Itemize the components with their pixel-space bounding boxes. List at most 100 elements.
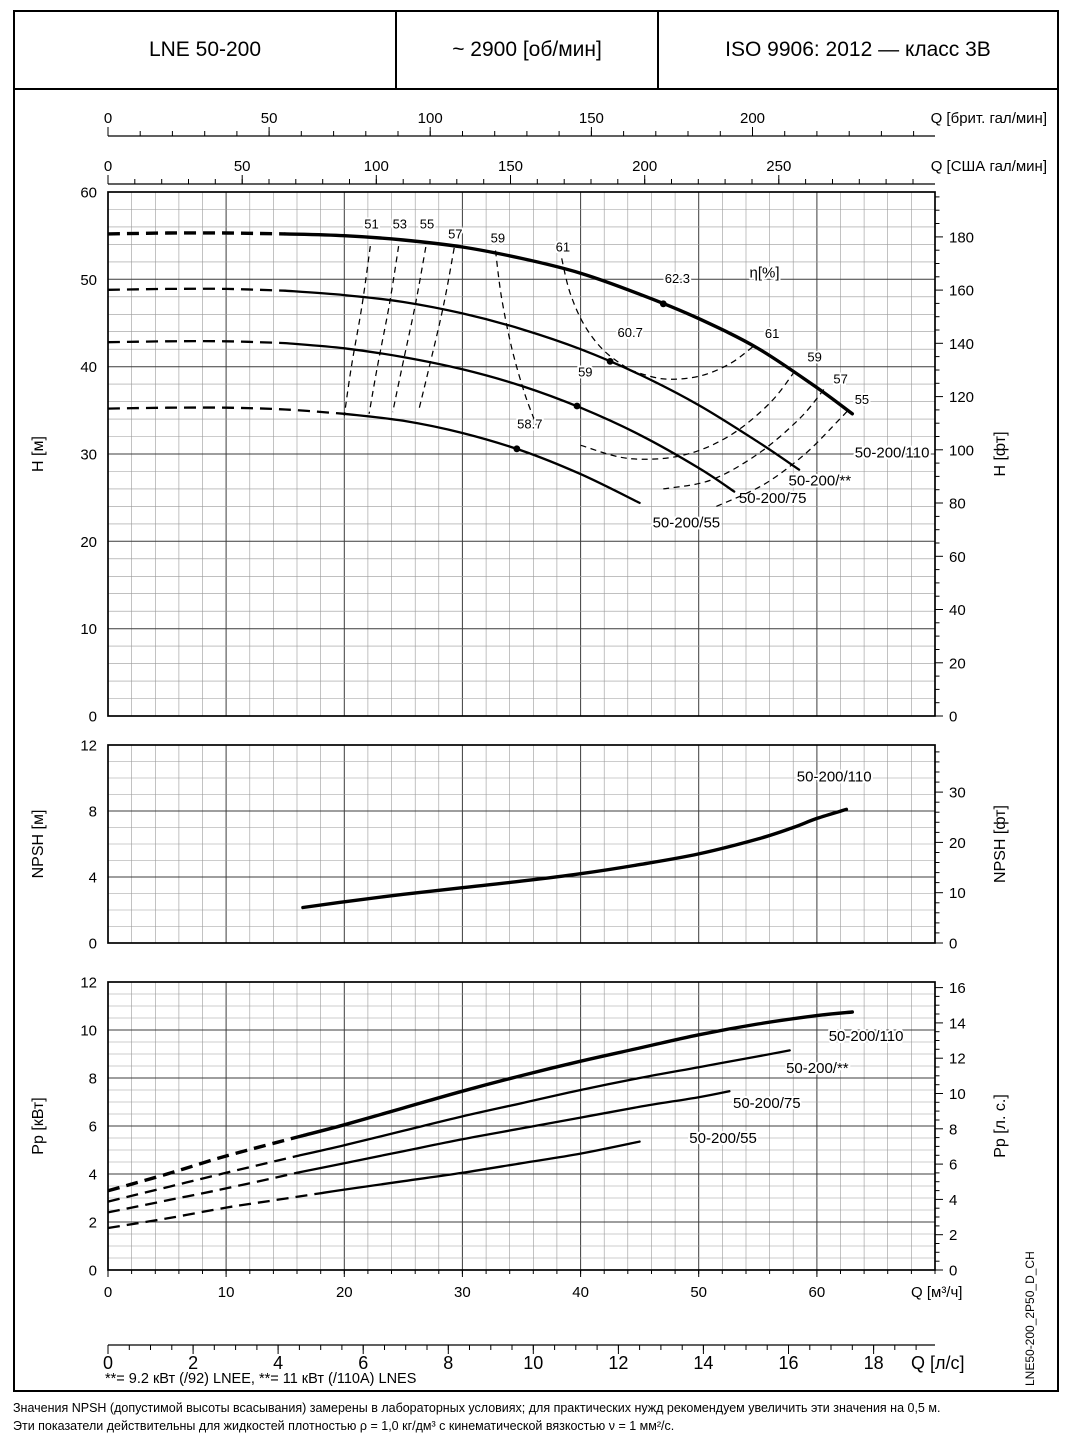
curve-50-200/110-dashed [107, 231, 286, 236]
curve-label: 50-200/** [789, 472, 852, 489]
bottom-tick-label: 6 [358, 1353, 368, 1373]
right-tick-label: 6 [949, 1157, 957, 1174]
curve-50-200/110-dashed [107, 1133, 304, 1193]
left-tick-label: 8 [89, 804, 97, 821]
bottom-tick-label: 10 [523, 1353, 543, 1373]
curve-50-200/110 [301, 807, 849, 910]
right-axis-title: Рр [л. с.] [992, 1094, 1009, 1158]
bep-point [606, 358, 614, 365]
curve-50-200/75-dashed [107, 339, 286, 345]
left-tick-label: 60 [80, 185, 97, 202]
top-tick-label: 0 [104, 110, 112, 127]
top-tick-label: 200 [740, 110, 765, 127]
bep-point [573, 402, 581, 410]
curve-50-200/**-dashed [107, 287, 286, 292]
top-flow-axis-1: 0 50 100 150 200 250 Q [США гал/мин] [104, 158, 1047, 185]
top-tick-label: 50 [234, 158, 251, 175]
right-tick-label: 2 [949, 1227, 957, 1244]
right-tick-label: 140 [949, 336, 974, 353]
curve-50-200/110 [301, 1010, 854, 1138]
right-tick-label: 10 [949, 1086, 966, 1103]
plot-border [107, 191, 936, 717]
bottom-axis-title: Q [л/с] [911, 1353, 965, 1373]
bep-point [513, 445, 521, 453]
left-tick-label: 2 [89, 1215, 97, 1232]
efficiency-value-label: 61 [765, 326, 779, 341]
efficiency-value-label: 57 [833, 371, 847, 386]
efficiency-contour [716, 409, 850, 507]
right-tick-label: 8 [949, 1121, 957, 1138]
top-tick-label: 150 [579, 110, 604, 127]
bottom-tick-label: 30 [454, 1284, 471, 1301]
plot-border [107, 744, 936, 944]
bep-point [659, 300, 667, 308]
test-standard: ISO 9906: 2012 — класс 3В [725, 38, 991, 61]
curve-label: 50-200/75 [733, 1095, 801, 1112]
top-tick-label: 100 [364, 158, 389, 175]
efficiency-value-label: 57 [448, 226, 462, 241]
right-tick-label: 160 [949, 283, 974, 300]
left-tick-label: 0 [89, 709, 97, 726]
bottom-flow-axis-0: 0 10 20 30 40 50 60 Q [м³/ч] [104, 1270, 962, 1301]
bottom-tick-label: 10 [218, 1284, 235, 1301]
efficiency-contour [630, 346, 754, 380]
right-tick-label: 12 [949, 1051, 966, 1068]
left-tick-label: 50 [80, 272, 97, 289]
right-tick-label: 0 [949, 1263, 957, 1280]
left-tick-label: 10 [80, 621, 97, 638]
left-tick-label: 30 [80, 447, 97, 464]
right-axis-title: H [фт] [992, 431, 1009, 476]
chart-npsh: 0 4 8 12 NPSH [м] 0 10 20 30 NPSH [фт] 50-200/110 [30, 738, 1009, 953]
curve-50-200/75 [295, 1090, 731, 1174]
bottom-tick-label: 40 [572, 1284, 589, 1301]
document-code: LNE50-200_2P50_D_CH [1023, 1251, 1037, 1386]
right-tick-label: 100 [949, 442, 974, 459]
bottom-tick-label: 16 [778, 1353, 798, 1373]
bottom-axis-title: Q [м³/ч] [911, 1284, 962, 1301]
power-footnote: **= 9.2 кВт (/92) LNEE, **= 11 кВт (/110… [105, 1371, 416, 1387]
curve-label: 50-200/55 [653, 514, 721, 531]
efficiency-contour [343, 246, 371, 416]
left-tick-label: 10 [80, 1023, 97, 1040]
top-tick-label: 200 [632, 158, 657, 175]
bottom-flow-axis-1: 0 2 4 6 8 10 12 14 16 18 Q [л/с] [103, 1344, 965, 1373]
bep-value-label: 62.3 [665, 271, 690, 286]
bottom-tick-label: 4 [273, 1353, 283, 1373]
bottom-tick-label: 60 [809, 1284, 826, 1301]
right-tick-label: 20 [949, 835, 966, 852]
curve-label: 50-200/** [786, 1060, 849, 1077]
bep-value-label: 58.7 [517, 417, 542, 432]
chart-outer-border [13, 88, 1059, 1392]
right-tick-label: 60 [949, 549, 966, 566]
right-tick-label: 180 [949, 229, 974, 246]
right-tick-label: 10 [949, 885, 966, 902]
curve-50-200/** [295, 1049, 791, 1158]
curve-50-200/75-dashed [107, 1171, 298, 1214]
density-note: Эти показатели действительны для жидкост… [13, 1418, 675, 1433]
curve-50-200/55-dashed [107, 406, 345, 415]
curve-50-200/** [284, 289, 801, 471]
right-axis-title: NPSH [фт] [992, 805, 1009, 883]
bep-value-label: 59 [578, 364, 592, 379]
curve-label: 50-200/55 [689, 1130, 757, 1147]
chart-head: 0 10 20 30 40 50 60 H [м] 0 20 40 60 80 100 120 140 160 1… [30, 185, 1009, 726]
curve-label: 50-200/110 [855, 445, 930, 462]
curve-50-200/55-dashed [107, 1192, 321, 1230]
top-flow-axis-0: 0 50 100 150 200 Q [брит. гал/мин] [104, 110, 1047, 137]
efficiency-contour [663, 388, 825, 490]
footer-notes: Значения NPSH (допустимой высоты всасыва… [13, 1400, 1063, 1435]
bottom-tick-label: 50 [690, 1284, 707, 1301]
bottom-tick-label: 14 [693, 1353, 713, 1373]
left-tick-label: 0 [89, 1263, 97, 1280]
top-tick-label: 50 [261, 110, 278, 127]
bottom-tick-label: 12 [608, 1353, 628, 1373]
bottom-tick-label: 2 [188, 1353, 198, 1373]
right-tick-label: 4 [949, 1192, 957, 1209]
title-bar: LNE 50-200 ~ 2900 [об/мин] ISO 9906: 201… [13, 10, 1059, 88]
top-axis-title: Q [США гал/мин] [931, 158, 1047, 175]
efficiency-contour [561, 258, 631, 371]
right-tick-label: 40 [949, 602, 966, 619]
left-tick-label: 0 [89, 936, 97, 953]
right-tick-label: 16 [949, 980, 966, 997]
